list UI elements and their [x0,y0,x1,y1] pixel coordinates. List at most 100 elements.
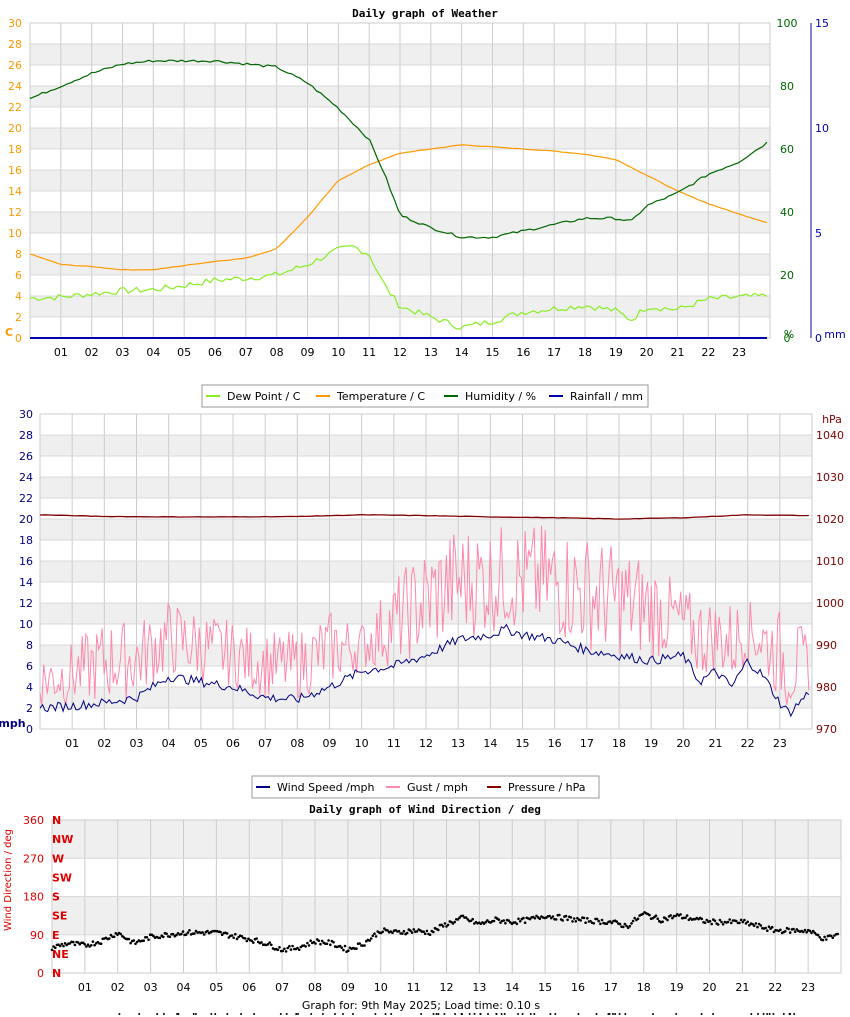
chart3-compass-label: S [52,891,60,904]
chart1-x-tick: 12 [393,346,407,359]
chart1-y-left-tick: 18 [8,143,22,156]
chart1-y-right1-tick: 40 [780,206,794,219]
chart2-border [39,413,813,730]
chart3-point [409,929,412,932]
chart3-point [538,917,542,920]
chart3-x-tick: 18 [637,981,651,994]
chart3-point [371,934,375,938]
chart3-point [329,943,332,947]
chart3-point-outlier [342,1013,344,1015]
chart3-compass-label: NE [52,948,69,961]
chart3-title: Daily graph of Wind Direction / deg [309,803,541,816]
chart3-point [230,934,234,937]
chart1-y-left-tick: 0 [15,332,22,345]
chart1-y-right2-tick: 0 [815,332,822,345]
chart1-legend: Dew Point / C Temperature / C Humidity /… [201,384,649,408]
chart3-point-outlier [454,1013,457,1015]
chart3-point-outlier [503,1013,506,1015]
chart2-y-left-tick: 0 [26,723,33,736]
chart3-point [726,920,730,924]
chart2-x-tick: 01 [65,737,79,750]
legend-pressure: Pressure / hPa [508,781,586,794]
chart3-point [284,950,288,953]
chart3-point-outlier [611,1013,614,1015]
chart3-point [425,929,429,933]
chart3-point-outlier [500,1013,503,1015]
chart3-point [586,917,589,920]
chart3-point [358,942,362,945]
chart3-point [412,928,416,931]
chart3-point-outlier [595,1013,598,1015]
chart1-x-tick: 09 [301,346,315,359]
chart2-y-left-tick: 4 [26,681,33,694]
chart3-point [595,917,599,921]
chart2-y-right-label: hPa [822,413,842,426]
chart3-point [291,944,294,948]
chart3-point [631,919,635,923]
chart3-point-outlier [285,1013,288,1015]
chart3-point-outlier [321,1013,324,1015]
chart3-point [332,941,335,944]
chart3-point [83,943,86,946]
chart3-point [171,932,175,936]
chart3-point [615,920,618,923]
chart3-point [90,944,93,947]
chart3-point [738,921,741,925]
chart3-point-outlier [768,1013,771,1015]
chart3-point [497,918,501,921]
chart3-point [60,942,64,946]
chart3-point [270,943,273,947]
chart3-point-outlier [435,1013,438,1015]
chart3-point [569,916,573,919]
chart3-point [355,947,358,950]
chart2-x-tick: 06 [226,737,240,750]
chart2-series-gust [39,525,810,706]
chart1-y-right1-tick: 80 [780,80,794,93]
chart3-point [72,940,75,944]
chart3-point [831,936,835,940]
chart3-point [535,914,538,918]
chart3-point-outlier [614,1013,617,1015]
chart1-x-tick: 03 [116,346,130,359]
chart3-point [626,926,630,930]
chart3-x-tick: 07 [275,981,289,994]
chart1-y-left-tick: 12 [8,206,22,219]
chart3-point-outlier [192,1013,195,1015]
chart3-point [674,914,677,918]
chart3-point [219,930,222,934]
chart3-point [76,941,80,944]
chart3-x-tick: 19 [670,981,684,994]
chart2-y-left-tick: 30 [19,408,33,421]
chart1-y-right1-tick: 100 [777,17,798,30]
chart3-x-tick: 09 [341,981,355,994]
chart3-point [340,946,344,949]
chart3-point [415,930,419,933]
chart3-point [813,931,817,935]
chart3-compass-label: SE [52,910,67,923]
chart3-point [297,948,301,952]
chart3-point [250,939,253,943]
chart3-point [499,921,502,924]
chart3-point [744,922,748,925]
chart3-point [145,936,149,939]
chart3-point [227,936,231,939]
chart1-y-right1-tick: 60 [780,143,794,156]
chart3-point [579,919,582,922]
chart3-point [440,923,443,927]
chart3-point-outlier [461,1013,463,1015]
chart3-point [823,935,826,939]
chart2-x-tick: 23 [773,737,787,750]
chart1-title: Daily graph of Weather [352,7,498,20]
chart3-y-label: Wind Direction / deg [3,829,14,931]
chart3-point-outlier [652,1013,654,1015]
chart3-point-outlier [156,1013,159,1015]
chart3-point-outlier [253,1013,256,1015]
chart3-point [764,926,767,930]
chart3-point-outlier [240,1013,243,1015]
chart3-point-outlier [194,1013,197,1015]
chart1-x-tick: 21 [671,346,685,359]
chart3-point [147,938,150,941]
chart3-point [73,943,77,947]
chart2-x-tick: 20 [676,737,690,750]
chart3-point [757,922,761,926]
